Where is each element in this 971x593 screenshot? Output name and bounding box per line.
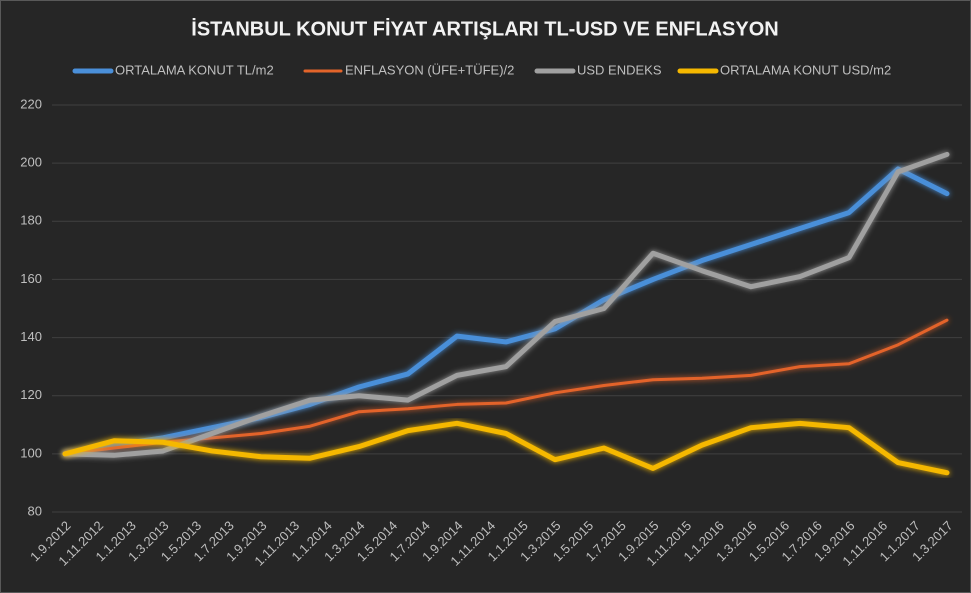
series-line [62,166,950,457]
y-tick-label: 160 [20,271,42,286]
y-tick-label: 80 [28,503,42,518]
y-tick-label: 140 [20,329,42,344]
legend-label: ENFLASYON (ÜFE+TÜFE)/2 [345,62,514,77]
y-tick-label: 200 [20,155,42,170]
legend-label: USD ENDEKS [577,62,662,77]
y-tick-label: 180 [20,213,42,228]
series-line [63,318,949,456]
y-tick-label: 100 [20,445,42,460]
chart-title: İSTANBUL KONUT FİYAT ARTIŞLARI TL-USD VE… [191,17,778,40]
y-tick-label: 220 [20,96,42,111]
series-line [62,420,950,476]
legend-label: ORTALAMA KONUT USD/m2 [720,62,891,77]
series-line [62,151,950,458]
legend-label: ORTALAMA KONUT TL/m2 [115,62,274,77]
y-tick-label: 120 [20,387,42,402]
